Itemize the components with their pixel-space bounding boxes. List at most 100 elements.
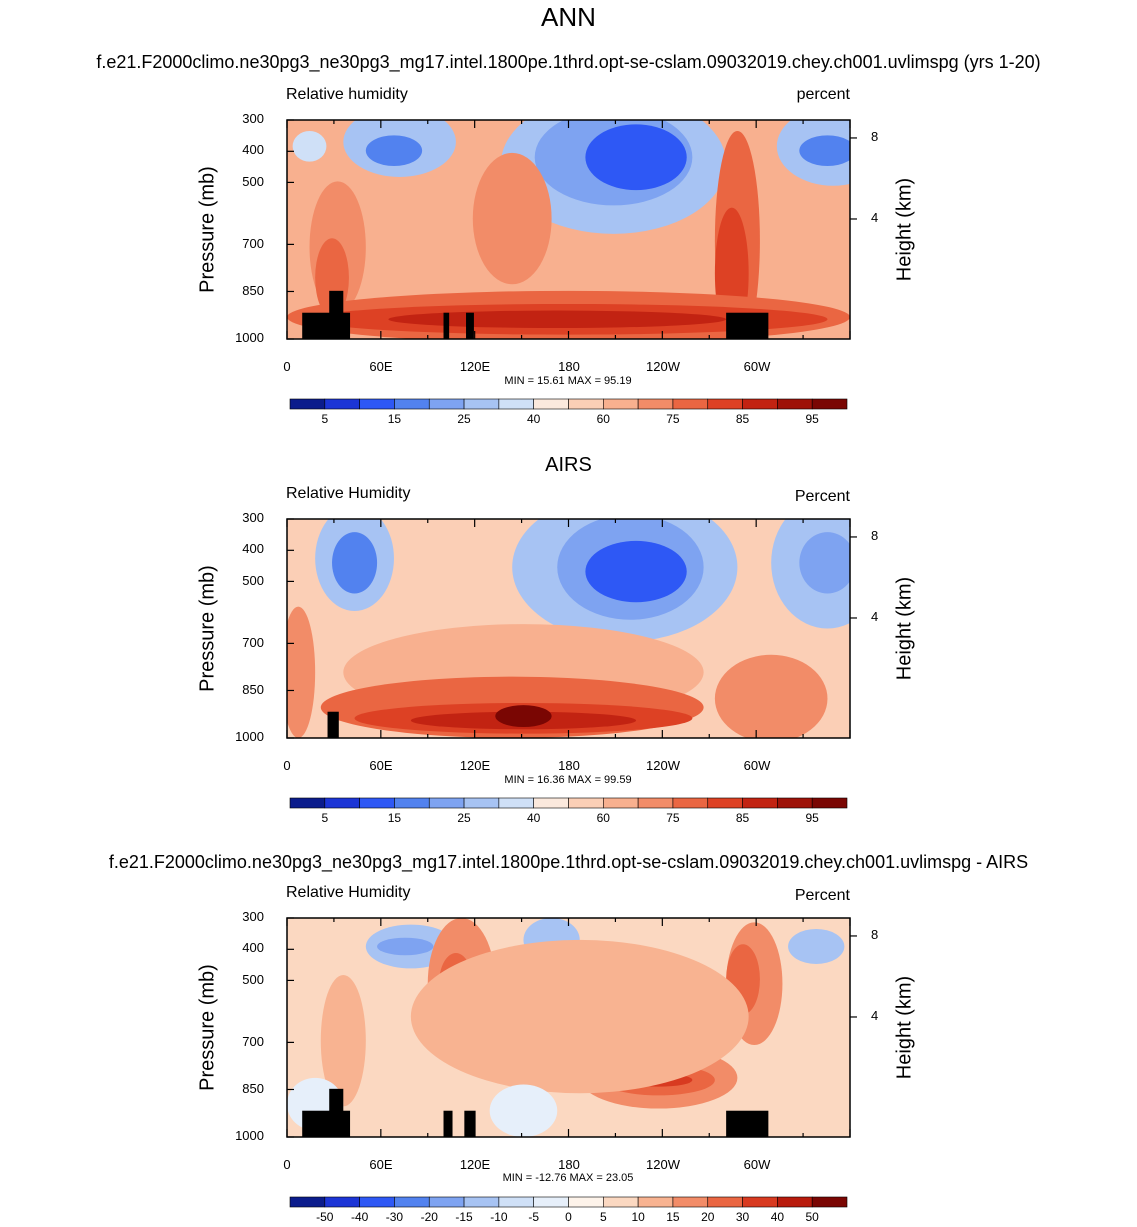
terrain-mask [726,312,769,339]
colorbar-swatch [463,1196,500,1208]
panel-3-xtick: 120W [646,1157,680,1172]
colorbar-swatch [533,398,569,410]
contour-region [292,130,327,162]
colorbar-swatch [394,398,430,410]
panel-2-ytick-right: 8 [871,528,879,543]
colorbar-swatch [568,797,604,809]
panel-3-ytick: 500 [242,972,264,987]
panel-1-ytick-right: 4 [871,210,879,225]
colorbar-label: -10 [490,1210,508,1224]
panel-3-ytick-right: 8 [871,927,879,942]
colorbar-swatch [603,797,639,809]
panel-3-xtick: 0 [283,1157,291,1172]
colorbar-label: 60 [597,412,611,426]
panel-3-xtick: 60W [743,1157,771,1172]
panel-3-ylabel: Pressure (mb) [196,964,219,1091]
colorbar-label: 20 [701,1210,715,1224]
colorbar-label: 10 [631,1210,645,1224]
panel-2-xtick: 120E [459,758,491,773]
panel-3-ytick-right: 4 [871,1008,879,1023]
colorbar-swatch [394,1196,430,1208]
contour-region [332,532,378,594]
colorbar-swatch [289,398,326,410]
colorbar-swatch [463,797,500,809]
contour-region [489,1084,558,1137]
colorbar-label: 25 [457,811,471,825]
colorbar-label: 30 [736,1210,750,1224]
panel-2-ytick: 850 [242,682,264,697]
main-title: ANN [541,2,596,32]
contour-region [585,540,687,603]
panel-2-right-string: Percent [794,488,850,505]
panel-1-xtick: 0 [283,359,291,374]
colorbar-swatch [672,797,709,809]
colorbar-swatch [777,797,813,809]
panel-1-ytick: 850 [242,283,264,298]
panel-1-left-string: Relative humidity [286,86,408,103]
colorbar-label: 25 [457,412,471,426]
panel-3-ytick: 700 [242,1034,264,1049]
colorbar-swatch [428,797,465,809]
panel-1-ytick: 500 [242,174,264,189]
colorbar-label: 85 [736,811,750,825]
colorbar-label: -50 [316,1210,334,1224]
colorbar-swatch [324,1196,360,1208]
panel-2-left-string: Relative Humidity [286,485,411,502]
colorbar-swatch [324,797,360,809]
colorbar-label: 50 [806,1210,820,1224]
colorbar-label: 40 [527,412,541,426]
colorbar-label: 15 [388,412,402,426]
colorbar-swatch [637,398,674,410]
panel-1-xtick: 120W [646,359,680,374]
colorbar-label: 40 [771,1210,785,1224]
contour-region [320,974,366,1107]
colorbar-swatch [707,797,743,809]
colorbar-swatch [742,398,778,410]
colorbar-swatch [637,797,674,809]
colorbar-label: 95 [806,811,820,825]
contour-region [410,939,749,1094]
colorbar-label: 40 [527,811,541,825]
colorbar-swatch [811,398,848,410]
colorbar-label: -20 [421,1210,439,1224]
panel-3-xtick: 120E [459,1157,491,1172]
colorbar-label: -40 [351,1210,369,1224]
colorbar-label: 60 [597,811,611,825]
panel-2-ytick: 1000 [235,729,264,744]
panel-1-xtick: 60E [369,359,393,374]
panel-2-ytick-right: 4 [871,609,879,624]
panel-3-ytick: 400 [242,940,264,955]
panel-3-ylabel-right: Height (km) [893,975,916,1080]
panel-3-field [287,918,850,1137]
panel-3-xtick: 180 [558,1157,580,1172]
panel-3-left-string: Relative Humidity [286,884,411,901]
panel-1-minmax: MIN = 15.61 MAX = 95.19 [504,375,632,387]
panel-2-ytick: 500 [242,573,264,588]
terrain-mask [329,290,344,339]
colorbar-swatch [672,1196,709,1208]
contour-region [495,705,552,728]
panel-1-xtick: 180 [558,359,580,374]
panel-2-ytick: 700 [242,635,264,650]
colorbar-swatch [428,1196,465,1208]
panel-3-ytick: 850 [242,1081,264,1096]
panel-1-xtick: 60W [743,359,771,374]
colorbar-swatch [428,398,465,410]
panel-3-minmax: MIN = -12.76 MAX = 23.05 [502,1172,634,1184]
panel-1-xtick: 120E [459,359,491,374]
terrain-mask [443,1110,453,1137]
colorbar-swatch [742,797,778,809]
panel-1-title: f.e21.F2000climo.ne30pg3_ne30pg3_mg17.in… [96,52,1041,72]
colorbar-swatch [289,797,326,809]
colorbar-swatch [359,1196,395,1208]
colorbar-swatch [777,1196,813,1208]
terrain-mask [327,711,339,738]
panel-2-xtick: 180 [558,758,580,773]
colorbar-label: 0 [565,1210,572,1224]
colorbar-swatch [359,398,395,410]
colorbar-swatch [498,797,534,809]
colorbar-swatch [498,1196,534,1208]
panel-2-ylabel: Pressure (mb) [196,565,219,692]
panel-1-ytick: 700 [242,236,264,251]
